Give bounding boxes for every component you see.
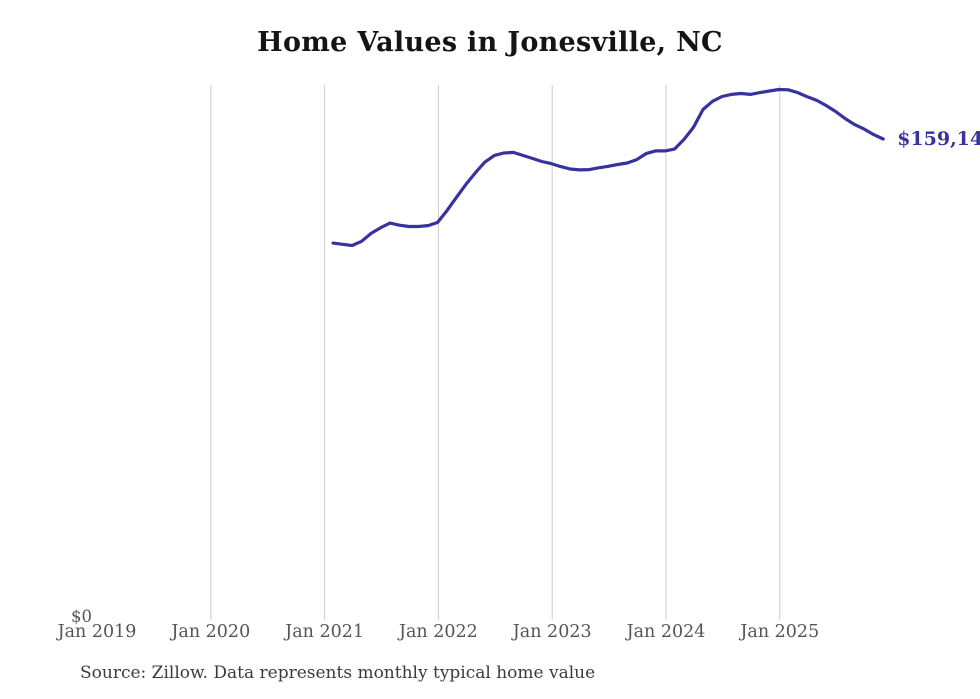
latest-value-label: $159,140 <box>897 128 980 150</box>
source-note: Source: Zillow. Data represents monthly … <box>80 663 596 683</box>
chart-title: Home Values in Jonesville, NC <box>257 27 723 58</box>
home-value-line <box>331 87 885 248</box>
